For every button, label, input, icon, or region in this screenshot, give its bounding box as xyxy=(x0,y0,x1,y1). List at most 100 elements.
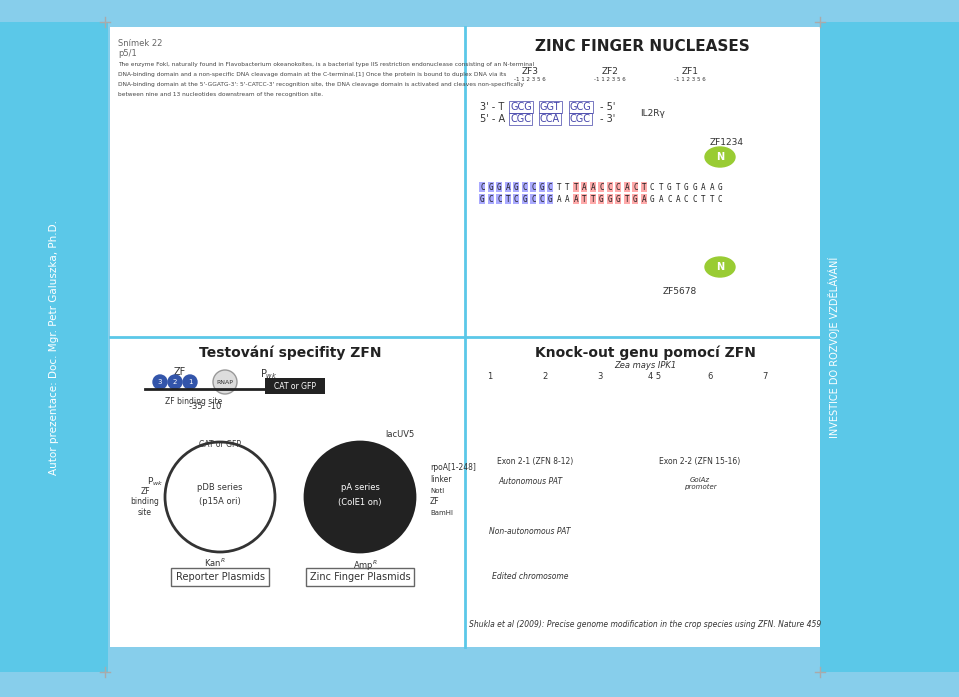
Text: C: C xyxy=(497,194,502,204)
Text: G: G xyxy=(599,194,603,204)
Text: - 3': - 3' xyxy=(600,114,616,124)
Text: rpoA[1-248]: rpoA[1-248] xyxy=(430,463,476,471)
Text: 6: 6 xyxy=(708,372,713,381)
FancyBboxPatch shape xyxy=(110,27,820,647)
Text: G: G xyxy=(667,183,671,192)
Text: G: G xyxy=(523,194,527,204)
Text: C: C xyxy=(599,183,603,192)
Text: C: C xyxy=(650,183,655,192)
Text: p5/1: p5/1 xyxy=(118,49,137,58)
Text: (ColE1 on): (ColE1 on) xyxy=(339,498,382,507)
Text: G: G xyxy=(718,183,723,192)
Text: ZF: ZF xyxy=(174,367,186,377)
Text: G: G xyxy=(548,194,552,204)
Text: RNAP: RNAP xyxy=(217,379,233,385)
Text: P$_{wk}$: P$_{wk}$ xyxy=(260,367,278,381)
Text: A: A xyxy=(505,183,510,192)
Text: A: A xyxy=(591,183,596,192)
Text: G: G xyxy=(684,183,689,192)
FancyBboxPatch shape xyxy=(0,22,108,672)
Text: Knock-out genu pomocí ZFN: Knock-out genu pomocí ZFN xyxy=(534,345,756,360)
Text: T: T xyxy=(701,194,706,204)
Text: A: A xyxy=(642,194,646,204)
Text: 1: 1 xyxy=(188,379,192,385)
Text: Autor prezentace: Doc. Mgr. Petr Galuszka, Ph.D.: Autor prezentace: Doc. Mgr. Petr Galuszk… xyxy=(49,220,59,475)
Text: C: C xyxy=(667,194,671,204)
Text: -1 1 2 3 5 6: -1 1 2 3 5 6 xyxy=(674,77,706,82)
Text: C: C xyxy=(531,183,536,192)
Text: G: G xyxy=(514,183,519,192)
Text: T: T xyxy=(675,183,680,192)
Text: G: G xyxy=(692,183,697,192)
Text: T: T xyxy=(556,183,561,192)
Text: C: C xyxy=(718,194,723,204)
Text: ZF2: ZF2 xyxy=(601,67,619,76)
Text: C: C xyxy=(692,194,697,204)
Text: Reporter Plasmids: Reporter Plasmids xyxy=(175,572,265,582)
Text: C: C xyxy=(607,183,612,192)
Text: G: G xyxy=(607,194,612,204)
Circle shape xyxy=(153,375,167,389)
Text: A: A xyxy=(624,183,629,192)
Text: ZF5678: ZF5678 xyxy=(663,287,697,296)
Text: between nine and 13 nucleotides downstream of the recognition site.: between nine and 13 nucleotides downstre… xyxy=(118,92,323,97)
Text: C: C xyxy=(548,183,552,192)
Text: T: T xyxy=(505,194,510,204)
Text: G: G xyxy=(540,183,544,192)
Text: G: G xyxy=(633,194,638,204)
Text: BamHI: BamHI xyxy=(430,510,453,516)
Circle shape xyxy=(183,375,197,389)
Text: C: C xyxy=(480,183,484,192)
Circle shape xyxy=(168,375,182,389)
Text: P$_{wk}$: P$_{wk}$ xyxy=(147,476,163,489)
Text: INVESTICE DO ROZVOJE VZDĚLÁVÁNÍ: INVESTICE DO ROZVOJE VZDĚLÁVÁNÍ xyxy=(828,256,840,438)
Text: 1: 1 xyxy=(487,372,493,381)
Text: Kan$^R$: Kan$^R$ xyxy=(204,557,225,569)
Text: Exon 2-1 (ZFN 8-12): Exon 2-1 (ZFN 8-12) xyxy=(497,457,573,466)
Text: linker: linker xyxy=(430,475,452,484)
Ellipse shape xyxy=(705,147,735,167)
Circle shape xyxy=(213,370,237,394)
Text: T: T xyxy=(565,183,570,192)
Text: A: A xyxy=(573,194,578,204)
Text: 5' - A: 5' - A xyxy=(480,114,505,124)
Text: Edited chromosome: Edited chromosome xyxy=(492,572,569,581)
Text: -1 1 2 3 5 6: -1 1 2 3 5 6 xyxy=(514,77,546,82)
Text: CGC: CGC xyxy=(570,114,591,124)
Text: pA series: pA series xyxy=(340,482,380,491)
Ellipse shape xyxy=(705,257,735,277)
Text: pDB series: pDB series xyxy=(198,482,243,491)
Text: ZF: ZF xyxy=(430,498,439,507)
Text: ZINC FINGER NUCLEASES: ZINC FINGER NUCLEASES xyxy=(535,39,750,54)
Text: T: T xyxy=(710,194,714,204)
Text: Shukla et al (2009): Precise genome modification in the crop species using ZFN. : Shukla et al (2009): Precise genome modi… xyxy=(469,620,821,629)
Text: 2: 2 xyxy=(543,372,548,381)
Text: G: G xyxy=(650,194,655,204)
Text: Snímek 22: Snímek 22 xyxy=(118,39,162,48)
Text: T: T xyxy=(582,194,587,204)
Text: 4 5: 4 5 xyxy=(648,372,662,381)
Text: A: A xyxy=(710,183,714,192)
Text: GCG: GCG xyxy=(570,102,592,112)
Text: ZF1: ZF1 xyxy=(682,67,698,76)
Text: 7: 7 xyxy=(762,372,768,381)
Text: DNA-binding domain at the 5'-GGATG-3': 5'-CATCC-3' recognition site, the DNA cle: DNA-binding domain at the 5'-GGATG-3': 5… xyxy=(118,82,524,87)
Text: -35  -10: -35 -10 xyxy=(189,402,222,411)
Text: CAT or GFP: CAT or GFP xyxy=(199,440,241,449)
Text: (p15A ori): (p15A ori) xyxy=(199,498,241,507)
Text: T: T xyxy=(659,183,663,192)
Text: A: A xyxy=(659,194,663,204)
Text: T: T xyxy=(591,194,596,204)
Text: ZF
binding
site: ZF binding site xyxy=(130,487,159,517)
Text: Exon 2-2 (ZFN 15-16): Exon 2-2 (ZFN 15-16) xyxy=(660,457,740,466)
Text: Non-autonomous PAT: Non-autonomous PAT xyxy=(489,527,571,536)
Text: A: A xyxy=(675,194,680,204)
FancyBboxPatch shape xyxy=(265,378,325,394)
Text: N: N xyxy=(716,262,724,272)
Text: T: T xyxy=(573,183,578,192)
Text: Zea mays IPK1: Zea mays IPK1 xyxy=(614,361,676,370)
Text: NotI: NotI xyxy=(430,488,444,494)
Text: C: C xyxy=(488,194,493,204)
Text: C: C xyxy=(633,183,638,192)
Text: G: G xyxy=(488,183,493,192)
